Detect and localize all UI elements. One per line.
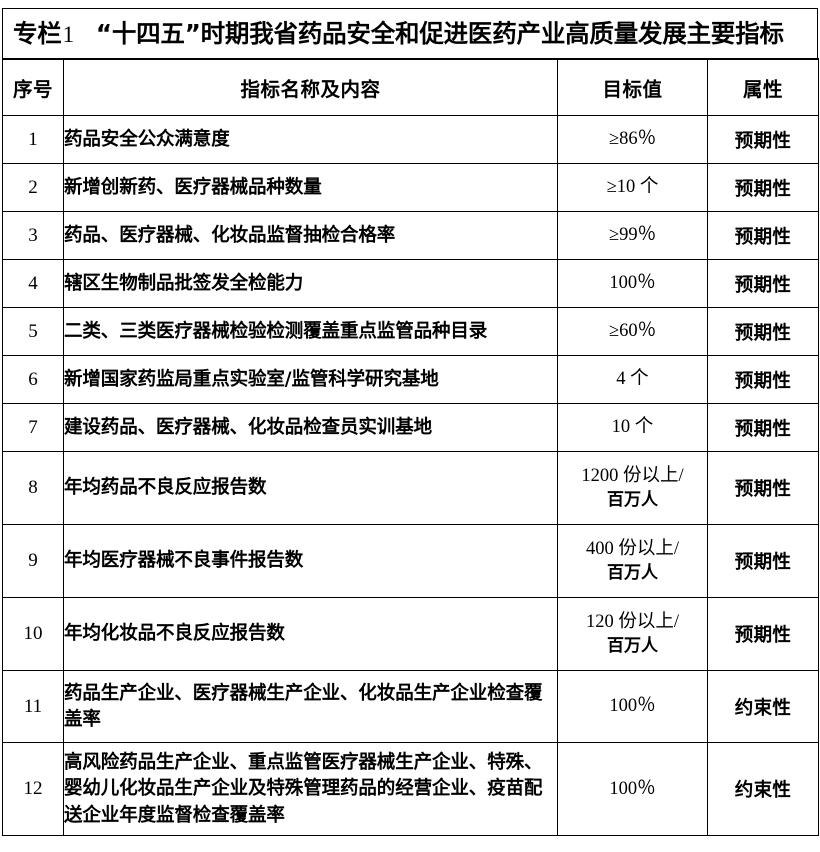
row-target: 120 份以上/ 百万人	[557, 597, 708, 672]
page-title: 专栏1 “十四五”时期我省药品安全和促进医药产业高质量发展主要指标	[13, 18, 784, 48]
row-attribute: 约束性	[707, 670, 819, 744]
table-row: 1 药品安全公众满意度 ≥86％ 预期性	[2, 115, 819, 165]
row-name: 高风险药品生产企业、重点监管医疗器械生产企业、特殊、婴幼儿化妆品生产企业及特殊管…	[63, 742, 558, 837]
table-header: 序号 指标名称及内容 目标值 属性	[2, 58, 819, 117]
column-header-name: 指标名称及内容	[63, 58, 558, 117]
table-row: 12 高风险药品生产企业、重点监管医疗器械生产企业、特殊、婴幼儿化妆品生产企业及…	[2, 742, 819, 837]
row-index: 11	[2, 670, 64, 744]
row-attribute: 约束性	[707, 742, 819, 837]
row-index: 7	[2, 403, 64, 453]
row-target: 100％	[557, 742, 708, 837]
row-target: ≥60％	[557, 307, 708, 357]
table-row: 7 建设药品、医疗器械、化妆品检查员实训基地 10 个 预期性	[2, 403, 819, 453]
row-index: 6	[2, 355, 64, 405]
row-name: 二类、三类医疗器械检验检测覆盖重点监管品种目录	[63, 307, 558, 357]
row-name: 药品安全公众满意度	[63, 115, 558, 165]
row-name: 年均药品不良反应报告数	[63, 451, 558, 526]
row-index: 9	[2, 524, 64, 599]
column-header-target: 目标值	[557, 58, 708, 117]
row-target: ≥10 个	[557, 163, 708, 213]
row-attribute: 预期性	[707, 355, 819, 405]
row-index: 4	[2, 259, 64, 309]
row-name: 年均化妆品不良反应报告数	[63, 597, 558, 672]
row-target-line2: 百万人	[607, 563, 658, 584]
title-body: “十四五”时期我省药品安全和促进医药产业高质量发展主要指标	[95, 18, 784, 48]
table-row: 6 新增国家药监局重点实验室/监管科学研究基地 4 个 预期性	[2, 355, 819, 405]
row-attribute: 预期性	[707, 451, 819, 526]
row-target-line1: 1200 份以上/	[581, 465, 684, 486]
row-index: 5	[2, 307, 64, 357]
table-row: 3 药品、医疗器械、化妆品监督抽检合格率 ≥99％ 预期性	[2, 211, 819, 261]
title-label: 专栏	[13, 18, 62, 48]
row-target-line2: 百万人	[607, 636, 658, 657]
row-index: 1	[2, 115, 64, 165]
row-target: 100％	[557, 259, 708, 309]
row-index: 2	[2, 163, 64, 213]
title-number: 1	[62, 21, 75, 47]
table-row: 2 新增创新药、医疗器械品种数量 ≥10 个 预期性	[2, 163, 819, 213]
table-header-row: 序号 指标名称及内容 目标值 属性	[2, 58, 819, 117]
row-attribute: 预期性	[707, 211, 819, 261]
row-attribute: 预期性	[707, 524, 819, 599]
row-attribute: 预期性	[707, 115, 819, 165]
table-title-banner: 专栏1 “十四五”时期我省药品安全和促进医药产业高质量发展主要指标	[2, 8, 818, 60]
row-attribute: 预期性	[707, 163, 819, 213]
row-name: 年均医疗器械不良事件报告数	[63, 524, 558, 599]
row-attribute: 预期性	[707, 307, 819, 357]
row-name: 新增创新药、医疗器械品种数量	[63, 163, 558, 213]
column-header-index: 序号	[2, 58, 64, 117]
row-target: 400 份以上/ 百万人	[557, 524, 708, 599]
row-attribute: 预期性	[707, 597, 819, 672]
row-target: 4 个	[557, 355, 708, 405]
row-index: 10	[2, 597, 64, 672]
row-target: 10 个	[557, 403, 708, 453]
row-target-line1: 400 份以上/	[585, 538, 679, 559]
row-index: 12	[2, 742, 64, 837]
row-target-line1: 120 份以上/	[585, 611, 679, 632]
row-index: 3	[2, 211, 64, 261]
table-row: 8 年均药品不良反应报告数 1200 份以上/ 百万人 预期性	[2, 451, 819, 526]
table-row: 5 二类、三类医疗器械检验检测覆盖重点监管品种目录 ≥60％ 预期性	[2, 307, 819, 357]
row-index: 8	[2, 451, 64, 526]
row-name: 药品生产企业、医疗器械生产企业、化妆品生产企业检查覆盖率	[63, 670, 558, 744]
row-target: ≥86％	[557, 115, 708, 165]
table-row: 10 年均化妆品不良反应报告数 120 份以上/ 百万人 预期性	[2, 597, 819, 672]
table-row: 9 年均医疗器械不良事件报告数 400 份以上/ 百万人 预期性	[2, 524, 819, 599]
row-attribute: 预期性	[707, 403, 819, 453]
table-row: 11 药品生产企业、医疗器械生产企业、化妆品生产企业检查覆盖率 100％ 约束性	[2, 670, 819, 744]
row-name: 新增国家药监局重点实验室/监管科学研究基地	[63, 355, 558, 405]
table-body: 1 药品安全公众满意度 ≥86％ 预期性 2 新增创新药、医疗器械品种数量 ≥1…	[2, 115, 819, 837]
row-target: ≥99％	[557, 211, 708, 261]
column-header-attribute: 属性	[707, 58, 819, 117]
row-name: 建设药品、医疗器械、化妆品检查员实训基地	[63, 403, 558, 453]
table-row: 4 辖区生物制品批签发全检能力 100％ 预期性	[2, 259, 819, 309]
metrics-table: 序号 指标名称及内容 目标值 属性 1 药品安全公众满意度 ≥86％ 预期性 2…	[2, 58, 819, 837]
row-target-line2: 百万人	[607, 490, 658, 511]
row-name: 辖区生物制品批签发全检能力	[63, 259, 558, 309]
row-target: 100％	[557, 670, 708, 744]
row-name: 药品、医疗器械、化妆品监督抽检合格率	[63, 211, 558, 261]
row-attribute: 预期性	[707, 259, 819, 309]
row-target: 1200 份以上/ 百万人	[557, 451, 708, 526]
